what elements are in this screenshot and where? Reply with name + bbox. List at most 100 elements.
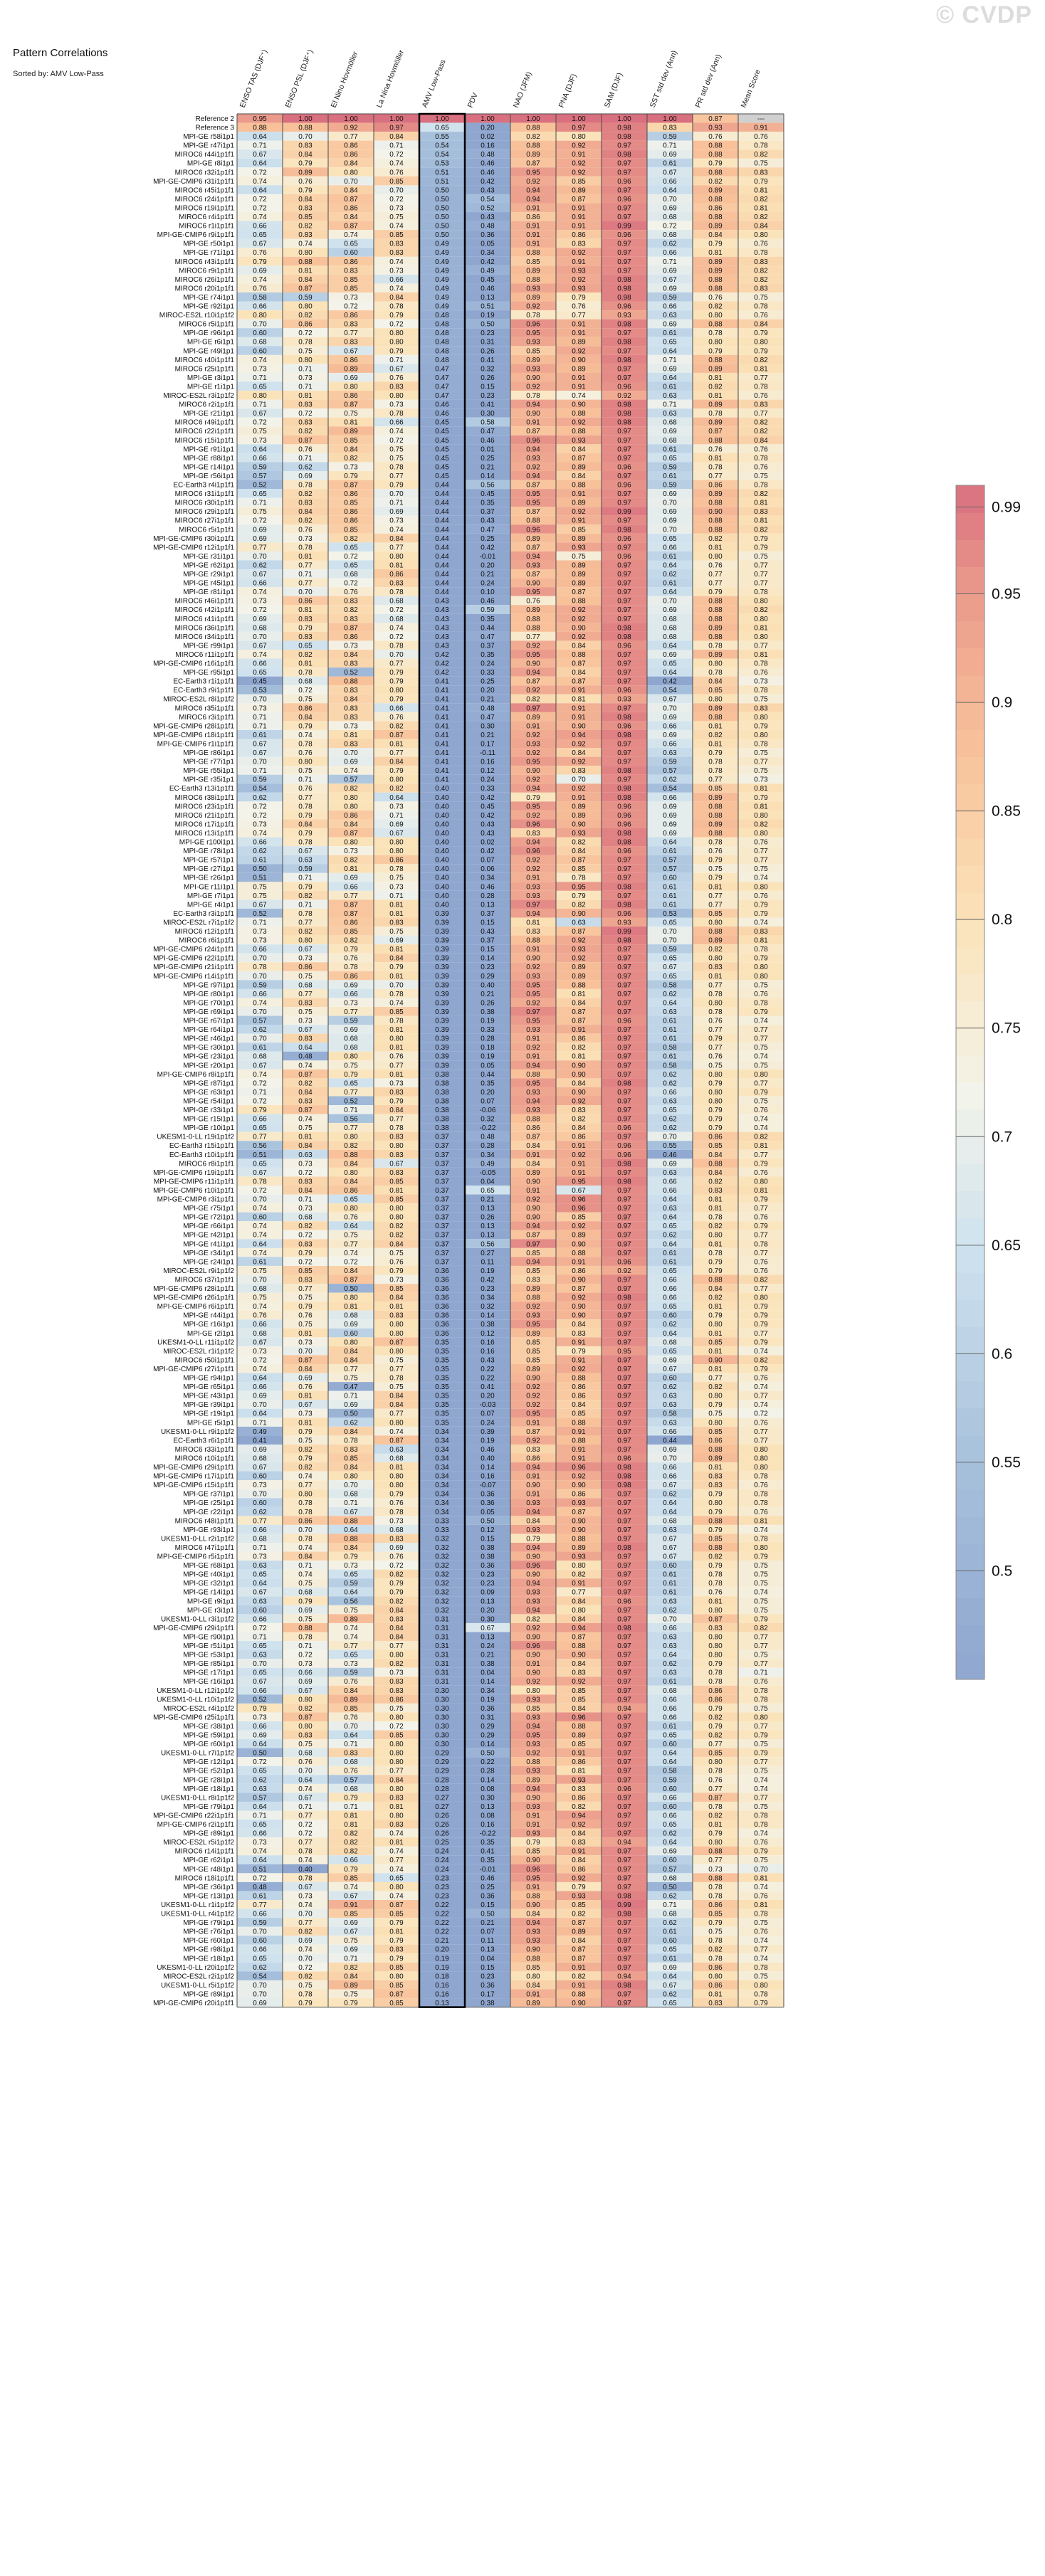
cell-value-label: 0.76 (253, 1312, 267, 1320)
cell-value-label: 0.44 (435, 588, 449, 596)
heatmap-cell (374, 346, 419, 355)
cell-value-label: 0.97 (526, 1240, 540, 1248)
heatmap-cell (237, 408, 283, 418)
cell-value-label: 0.89 (708, 651, 723, 659)
cell-value-label: 0.64 (663, 1240, 677, 1248)
cell-value-label: 0.75 (344, 1232, 358, 1240)
heatmap-cell (374, 364, 419, 373)
cell-value-label: 0.64 (253, 1803, 267, 1811)
cell-value-label: 0.79 (526, 1535, 540, 1543)
cell-value-label: 0.97 (617, 892, 631, 900)
cell-value-label: 0.87 (526, 1428, 540, 1436)
cell-value-label: 0.71 (253, 374, 267, 382)
cell-value-label: 0.41 (481, 1848, 495, 1856)
cell-value-label: 0.66 (663, 740, 677, 748)
cell-value-label: 0.81 (298, 392, 313, 400)
cell-value-label: 0.99 (617, 223, 631, 231)
cell-value-label: 0.97 (617, 1134, 631, 1141)
cell-value-label: 0.44 (435, 490, 449, 498)
cell-value-label: 0.83 (298, 633, 313, 641)
heatmap-cell (419, 140, 465, 150)
cell-value-label: 0.70 (663, 500, 677, 507)
cell-value-label: 0.94 (526, 785, 540, 793)
row-label: MIROC6 r26i1p1f1 (175, 276, 235, 284)
heatmap-cell (419, 507, 465, 516)
heatmap-cell (328, 560, 374, 570)
cell-value-label: 0.95 (572, 883, 586, 891)
cell-value-label: 0.80 (389, 1214, 404, 1222)
cell-value-label: 0.97 (617, 1250, 631, 1257)
cell-value-label: 0.82 (298, 1705, 313, 1713)
cell-value-label: 0.59 (663, 759, 677, 766)
cell-value-label: 0.77 (298, 794, 313, 802)
cell-value-label: 0.79 (708, 1258, 723, 1266)
cell-value-label: 0.74 (298, 1785, 313, 1793)
cell-value-label: 0.59 (344, 1018, 358, 1025)
heatmap-cell (328, 230, 374, 239)
heatmap-cell (465, 524, 510, 534)
cell-value-label: -0.07 (480, 1482, 496, 1489)
cell-value-label: 0.66 (663, 1812, 677, 1820)
heatmap-cell (510, 292, 556, 302)
heatmap-cell (465, 766, 510, 775)
cell-value-label: 0.79 (344, 1794, 358, 1802)
cell-value-label: 0.08 (481, 1785, 495, 1793)
cell-value-label: 0.62 (663, 1116, 677, 1124)
cell-value-label: 0.87 (572, 1018, 586, 1025)
heatmap-cell (328, 515, 374, 525)
cell-value-label: 0.68 (253, 1455, 267, 1462)
heatmap-cell (738, 328, 784, 337)
cell-value-label: 0.76 (389, 1499, 404, 1507)
cell-value-label: 1.00 (617, 115, 631, 123)
heatmap-cell (419, 560, 465, 570)
cell-value-label: 0.13 (481, 1803, 495, 1811)
heatmap-cell (374, 283, 419, 292)
cell-value-label: 0.94 (572, 1625, 586, 1632)
cell-value-label: 0.89 (572, 1544, 586, 1552)
row-label: MPI-GE r60i1p1 (183, 1741, 234, 1748)
cell-value-label: 0.20 (481, 1607, 495, 1615)
cell-value-label: 0.82 (754, 196, 768, 204)
cell-value-label: 0.62 (663, 1080, 677, 1087)
heatmap-cell (374, 230, 419, 239)
cell-value-label: 0.80 (754, 1178, 768, 1186)
row-label: MPI-GE r8i1p1 (187, 160, 235, 168)
heatmap-cell (374, 337, 419, 347)
heatmap-cell (374, 310, 419, 320)
cell-value-label: 0.96 (617, 687, 631, 695)
cell-value-label: 0.97 (617, 1026, 631, 1034)
cell-value-label: 0.70 (253, 1491, 267, 1499)
heatmap-cell (738, 551, 784, 561)
heatmap-cell (419, 533, 465, 543)
cell-value-label: 0.66 (663, 1625, 677, 1632)
cell-value-label: 0.45 (481, 276, 495, 284)
heatmap-cell (693, 729, 738, 739)
heatmap-cell (419, 256, 465, 266)
cell-value-label: 0.76 (754, 392, 768, 400)
cell-value-label: 0.47 (481, 428, 495, 436)
cell-value-label: 0.91 (526, 1812, 540, 1820)
cell-value-label: 0.77 (754, 857, 768, 865)
cell-value-label: 0.23 (481, 1580, 495, 1588)
cell-value-label: 0.42 (481, 544, 495, 551)
heatmap-cell (693, 507, 738, 516)
heatmap-cell (510, 346, 556, 355)
cell-value-label: 0.76 (754, 669, 768, 677)
cell-value-label: 0.73 (389, 204, 404, 212)
cell-value-label: 0.70 (754, 1866, 768, 1874)
cell-value-label: 0.76 (298, 1383, 313, 1391)
cell-value-label: 0.96 (617, 231, 631, 239)
cell-value-label: 0.78 (708, 839, 723, 847)
row-label: MIROC-ES2L r7i1p1f2 (163, 919, 234, 927)
cell-value-label: 0.97 (617, 1848, 631, 1856)
cell-value-label: 0.82 (708, 1178, 723, 1186)
heatmap-cell (465, 596, 510, 606)
cell-value-label: 0.51 (253, 1151, 267, 1159)
cell-value-label: 0.94 (526, 553, 540, 561)
cell-value-label: 0.77 (389, 1857, 404, 1864)
cell-value-label: 0.75 (754, 1705, 768, 1713)
heatmap-cell (510, 658, 556, 668)
cell-value-label: 0.30 (481, 722, 495, 730)
cell-value-label: 0.79 (708, 241, 723, 248)
cell-value-label: 0.71 (663, 258, 677, 266)
